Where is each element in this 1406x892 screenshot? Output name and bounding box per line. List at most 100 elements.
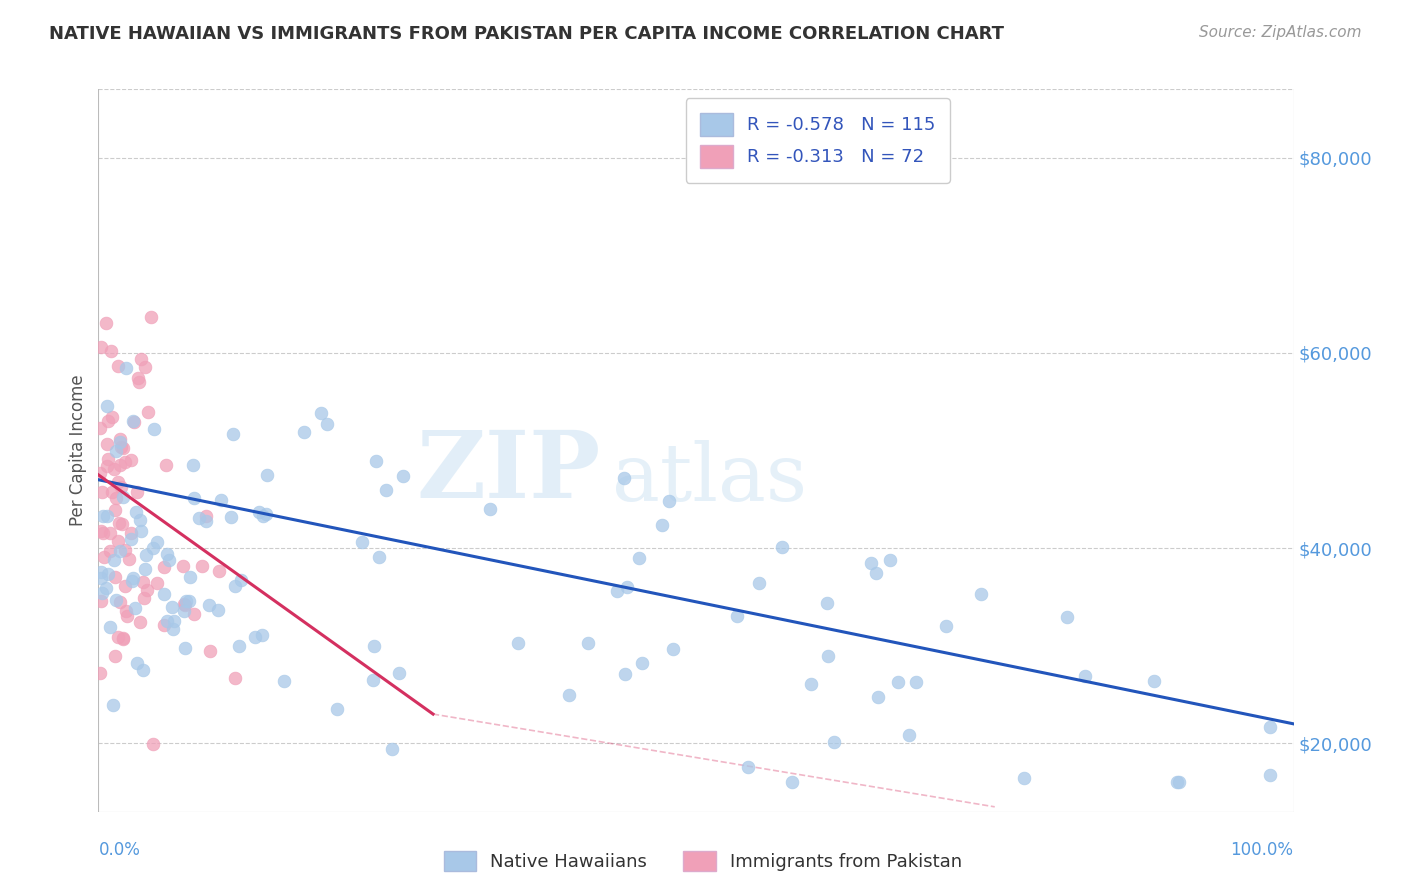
Point [120,526,142,541]
Point [658,494,681,508]
Point [132,575,155,590]
Point [90,485,112,500]
Point [110,479,132,493]
Point [250,628,273,642]
Point [173,597,195,611]
Point [120,452,142,467]
Point [576,635,599,649]
Point [132,663,155,677]
Point [1143,674,1166,689]
Point [112,631,135,645]
Point [134,360,156,375]
Point [1014,771,1036,785]
Point [125,657,148,671]
Point [292,425,315,439]
Point [125,485,148,500]
Point [374,483,396,498]
Point [139,310,162,324]
Point [120,532,142,546]
Point [107,631,129,645]
Point [361,673,384,687]
Point [725,609,748,624]
Point [183,491,205,505]
Point [868,690,890,705]
Point [104,592,127,607]
Point [114,455,136,469]
Text: Source: ZipAtlas.com: Source: ZipAtlas.com [1198,25,1361,40]
Point [478,502,501,516]
Point [101,698,124,713]
Point [142,541,165,555]
Point [173,603,195,617]
Point [124,600,146,615]
Point [134,562,156,576]
Point [107,534,129,549]
Point [886,674,908,689]
Point [256,467,278,482]
Point [89,421,111,435]
Point [107,475,129,489]
Point [124,415,146,429]
Point [90,524,112,539]
Legend: R = -0.578   N = 115, R = -0.313   N = 72: R = -0.578 N = 115, R = -0.313 N = 72 [686,98,950,183]
Point [96,581,118,595]
Point [143,422,166,436]
Point [136,405,159,419]
Point [108,516,131,531]
Point [125,505,148,519]
Point [115,608,138,623]
Point [508,636,530,650]
Point [1074,669,1097,683]
Point [96,459,118,474]
Point [97,414,120,428]
Point [817,648,839,663]
Point [254,507,277,521]
Point [110,458,132,472]
Point [97,567,120,582]
Point [194,508,217,523]
Point [800,677,823,691]
Point [224,579,246,593]
Point [108,595,131,609]
Text: 100.0%: 100.0% [1230,840,1294,859]
Point [252,509,274,524]
Point [865,566,887,580]
Point [326,702,349,716]
Text: ZIP: ZIP [416,427,600,517]
Point [89,666,111,681]
Point [273,673,295,688]
Point [229,573,252,587]
Point [115,605,138,619]
Point [905,674,928,689]
Point [661,641,683,656]
Point [207,564,229,578]
Legend: Native Hawaiians, Immigrants from Pakistan: Native Hawaiians, Immigrants from Pakist… [436,844,970,879]
Point [128,615,150,629]
Point [111,490,134,504]
Y-axis label: Per Capita Income: Per Capita Income [69,375,87,526]
Point [100,484,122,499]
Point [98,526,121,541]
Point [122,571,145,585]
Point [780,775,803,789]
Point [93,549,115,564]
Point [96,508,118,523]
Point [156,614,179,628]
Point [111,441,134,455]
Point [311,406,333,420]
Point [114,579,136,593]
Point [363,640,385,654]
Point [128,375,150,389]
Point [748,575,770,590]
Point [96,399,118,413]
Point [98,620,121,634]
Point [152,560,174,574]
Point [606,583,628,598]
Point [104,491,127,506]
Point [172,559,194,574]
Point [737,760,759,774]
Point [90,572,112,586]
Point [179,570,201,584]
Point [1166,775,1188,789]
Point [89,467,111,481]
